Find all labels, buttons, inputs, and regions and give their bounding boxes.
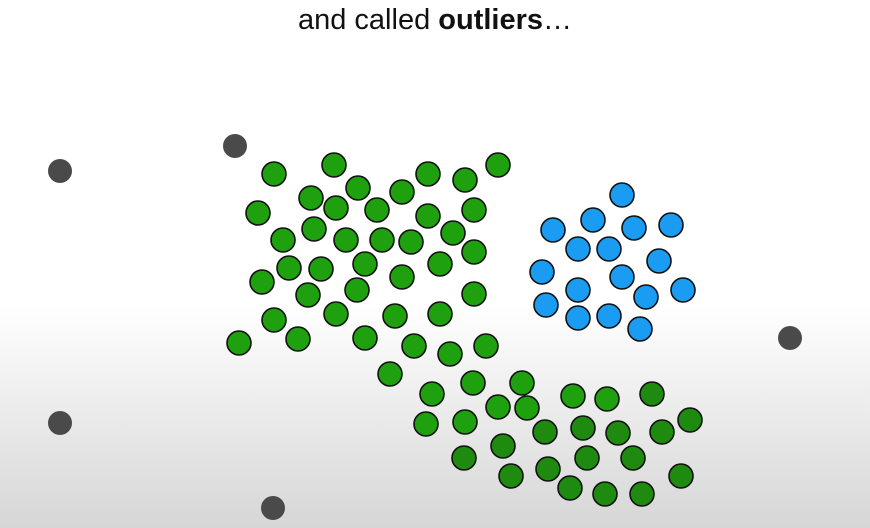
green-cluster-point (485, 394, 511, 420)
blue-cluster-point (633, 284, 659, 310)
green-cluster-point (560, 383, 586, 409)
green-cluster-point (295, 282, 321, 308)
green-cluster-point (461, 197, 487, 223)
blue-cluster-point (565, 305, 591, 331)
blue-cluster-point (621, 215, 647, 241)
outlier-point (261, 496, 285, 520)
green-cluster-point (389, 179, 415, 205)
dark-green-cluster-point (649, 419, 675, 445)
outlier-point (48, 411, 72, 435)
dark-green-cluster-point (677, 407, 703, 433)
green-cluster-point (298, 185, 324, 211)
outlier-point (223, 134, 247, 158)
dark-green-cluster-point (498, 463, 524, 489)
dark-green-cluster-point (629, 481, 655, 507)
green-cluster-point (389, 264, 415, 290)
green-cluster-point (452, 409, 478, 435)
blue-cluster-point (565, 277, 591, 303)
green-cluster-point (460, 370, 486, 396)
green-cluster-point (377, 361, 403, 387)
caption-prefix: and called (297, 4, 439, 36)
blue-cluster-point (529, 259, 555, 285)
green-cluster-point (249, 269, 275, 295)
green-cluster-point (473, 333, 499, 359)
green-cluster-point (344, 277, 370, 303)
dark-green-cluster-point (605, 420, 631, 446)
dark-green-cluster-point (570, 415, 596, 441)
blue-cluster-point (609, 264, 635, 290)
outlier-point (778, 326, 802, 350)
caption-suffix: … (543, 4, 573, 36)
green-cluster-point (440, 220, 466, 246)
dark-green-cluster-point (451, 445, 477, 471)
blue-cluster-point (646, 248, 672, 274)
green-cluster-point (226, 330, 252, 356)
dark-green-cluster-point (639, 381, 665, 407)
green-cluster-point (382, 303, 408, 329)
dark-green-cluster-point (535, 456, 561, 482)
green-cluster-point (509, 370, 535, 396)
green-cluster-point (352, 251, 378, 277)
dark-green-cluster-point (668, 463, 694, 489)
green-cluster-point (401, 333, 427, 359)
green-cluster-point (276, 255, 302, 281)
blue-cluster-point (627, 316, 653, 342)
green-cluster-point (308, 256, 334, 282)
green-cluster-point (461, 281, 487, 307)
green-cluster-point (261, 307, 287, 333)
dark-green-cluster-point (620, 445, 646, 471)
green-cluster-point (323, 301, 349, 327)
green-cluster-point (415, 161, 441, 187)
green-cluster-point (321, 152, 347, 178)
green-cluster-point (437, 341, 463, 367)
green-cluster-point (352, 325, 378, 351)
blue-cluster-point (565, 236, 591, 262)
blue-cluster-point (670, 277, 696, 303)
blue-cluster-point (658, 212, 684, 238)
dark-green-cluster-point (532, 419, 558, 445)
green-cluster-point (364, 197, 390, 223)
green-cluster-point (245, 200, 271, 226)
green-cluster-point (415, 203, 441, 229)
green-cluster-point (285, 326, 311, 352)
green-cluster-point (261, 161, 287, 187)
green-cluster-point (413, 411, 439, 437)
blue-cluster-point (533, 292, 559, 318)
blue-cluster-point (540, 217, 566, 243)
green-cluster-point (369, 227, 395, 253)
blue-cluster-point (580, 207, 606, 233)
green-cluster-point (345, 175, 371, 201)
green-cluster-point (461, 239, 487, 265)
dark-green-cluster-point (592, 481, 618, 507)
green-cluster-point (333, 227, 359, 253)
blue-cluster-point (596, 236, 622, 262)
blue-cluster-point (596, 303, 622, 329)
dark-green-cluster-point (574, 445, 600, 471)
green-cluster-point (270, 227, 296, 253)
slide-caption: and called outliers… (0, 0, 870, 40)
green-cluster-point (323, 195, 349, 221)
caption-emphasis: outliers (438, 4, 544, 36)
green-cluster-point (427, 251, 453, 277)
green-cluster-point (398, 229, 424, 255)
green-cluster-point (452, 167, 478, 193)
green-cluster-point (427, 301, 453, 327)
green-cluster-point (301, 216, 327, 242)
dark-green-cluster-point (557, 475, 583, 501)
blue-cluster-point (609, 182, 635, 208)
green-cluster-point (514, 395, 540, 421)
green-cluster-point (419, 381, 445, 407)
green-cluster-point (485, 152, 511, 178)
outlier-point (48, 159, 72, 183)
green-cluster-point (594, 386, 620, 412)
dark-green-cluster-point (490, 433, 516, 459)
